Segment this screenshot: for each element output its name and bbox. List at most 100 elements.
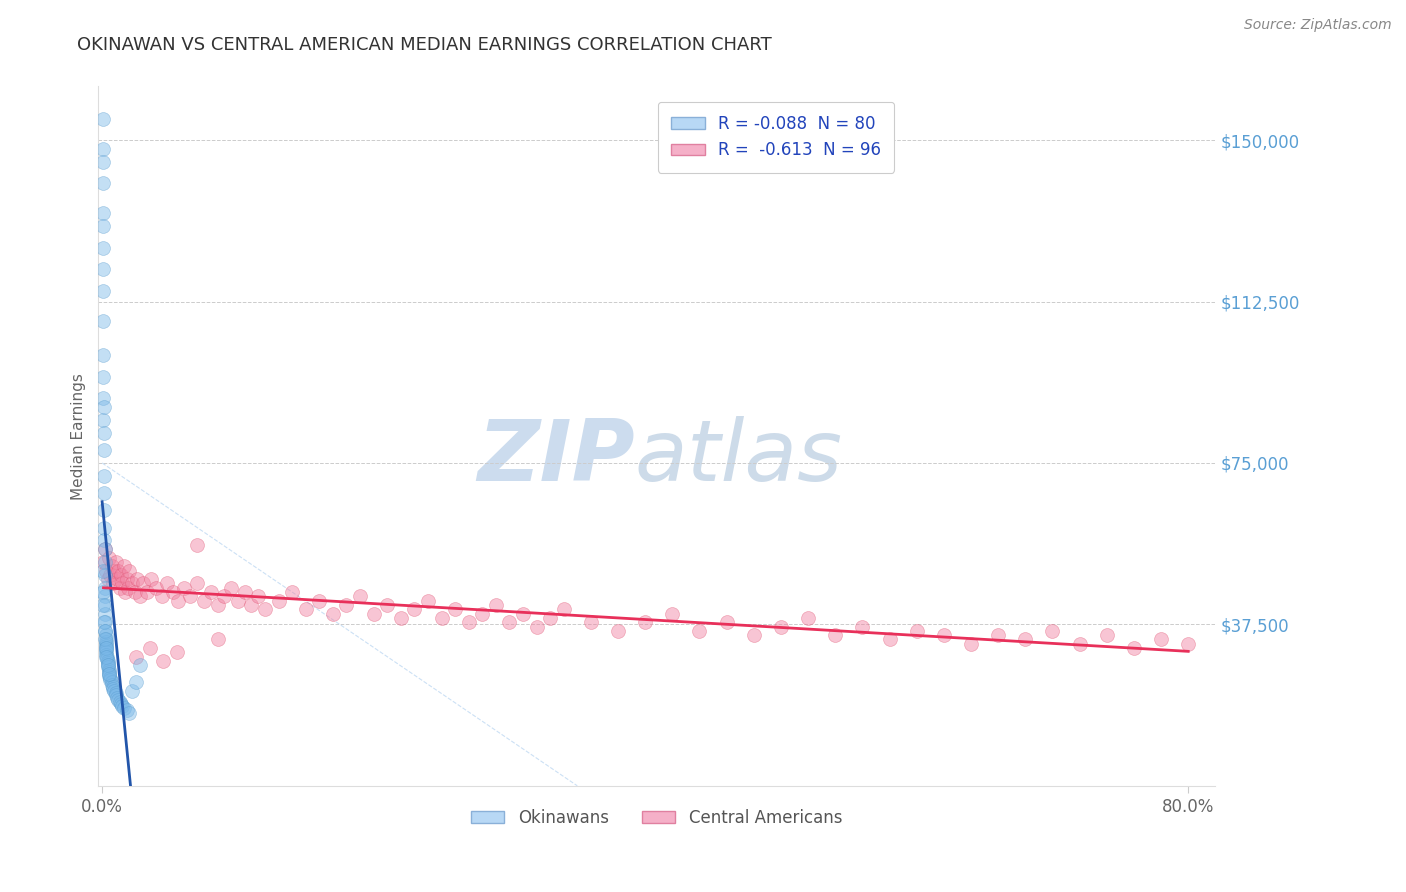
Point: [132, 576, 155, 591]
Point: [93, 486, 115, 500]
Point: [214, 590, 236, 604]
Point: [107, 564, 129, 578]
Point: [96, 648, 118, 662]
Point: [553, 602, 575, 616]
Point: [1150, 632, 1173, 647]
Point: [167, 593, 190, 607]
Point: [851, 619, 873, 633]
Point: [93, 219, 115, 234]
Point: [96, 641, 118, 656]
Point: [94, 624, 117, 638]
Point: [96, 656, 118, 670]
Text: Source: ZipAtlas.com: Source: ZipAtlas.com: [1244, 18, 1392, 32]
Point: [96, 660, 118, 674]
Point: [98, 671, 121, 685]
Point: [94, 590, 117, 604]
Point: [742, 628, 765, 642]
Point: [96, 654, 118, 668]
Point: [389, 611, 412, 625]
Point: [1014, 632, 1036, 647]
Point: [905, 624, 928, 638]
Point: [404, 602, 426, 616]
Point: [124, 585, 146, 599]
Point: [91, 142, 114, 156]
Point: [94, 542, 117, 557]
Point: [97, 665, 120, 679]
Point: [139, 572, 162, 586]
Point: [105, 690, 128, 705]
Point: [498, 615, 520, 630]
Point: [96, 572, 118, 586]
Point: [1069, 637, 1091, 651]
Point: [104, 689, 127, 703]
Point: [94, 598, 117, 612]
Point: [94, 542, 117, 557]
Point: [135, 585, 157, 599]
Point: [267, 593, 290, 607]
Point: [96, 652, 118, 666]
Point: [93, 413, 115, 427]
Point: [254, 602, 277, 616]
Point: [125, 649, 148, 664]
Point: [100, 559, 122, 574]
Point: [93, 520, 115, 534]
Point: [91, 154, 114, 169]
Point: [110, 567, 132, 582]
Point: [162, 585, 184, 599]
Point: [444, 602, 467, 616]
Point: [100, 675, 122, 690]
Point: [94, 624, 117, 638]
Point: [240, 598, 263, 612]
Point: [93, 370, 115, 384]
Point: [114, 585, 136, 599]
Point: [538, 611, 561, 625]
Point: [98, 673, 121, 688]
Point: [688, 624, 710, 638]
Point: [93, 348, 115, 362]
Point: [125, 675, 148, 690]
Point: [471, 607, 494, 621]
Point: [111, 699, 134, 714]
Point: [101, 681, 124, 696]
Point: [416, 593, 439, 607]
Point: [226, 593, 249, 607]
Text: OKINAWAN VS CENTRAL AMERICAN MEDIAN EARNINGS CORRELATION CHART: OKINAWAN VS CENTRAL AMERICAN MEDIAN EARN…: [77, 36, 772, 54]
Text: ZIP: ZIP: [477, 416, 634, 499]
Point: [349, 590, 371, 604]
Point: [93, 262, 115, 277]
Point: [97, 666, 120, 681]
Point: [91, 112, 114, 126]
Point: [207, 632, 229, 647]
Point: [104, 686, 127, 700]
Point: [179, 590, 201, 604]
Point: [1177, 637, 1199, 651]
Point: [93, 503, 115, 517]
Point: [96, 643, 118, 657]
Point: [363, 607, 385, 621]
Point: [457, 615, 479, 630]
Point: [117, 581, 139, 595]
Point: [94, 632, 117, 647]
Point: [1122, 641, 1144, 656]
Point: [108, 581, 131, 595]
Point: [93, 585, 115, 599]
Point: [322, 607, 344, 621]
Point: [335, 598, 357, 612]
Point: [129, 590, 152, 604]
Point: [93, 425, 115, 440]
Point: [96, 645, 118, 659]
Point: [93, 564, 115, 578]
Point: [932, 628, 955, 642]
Point: [308, 593, 330, 607]
Point: [118, 706, 141, 720]
Point: [375, 598, 398, 612]
Point: [607, 624, 630, 638]
Point: [207, 598, 229, 612]
Point: [94, 615, 117, 630]
Point: [103, 684, 125, 698]
Point: [294, 602, 316, 616]
Point: [98, 567, 121, 582]
Point: [879, 632, 901, 647]
Point: [96, 564, 118, 578]
Point: [103, 564, 125, 578]
